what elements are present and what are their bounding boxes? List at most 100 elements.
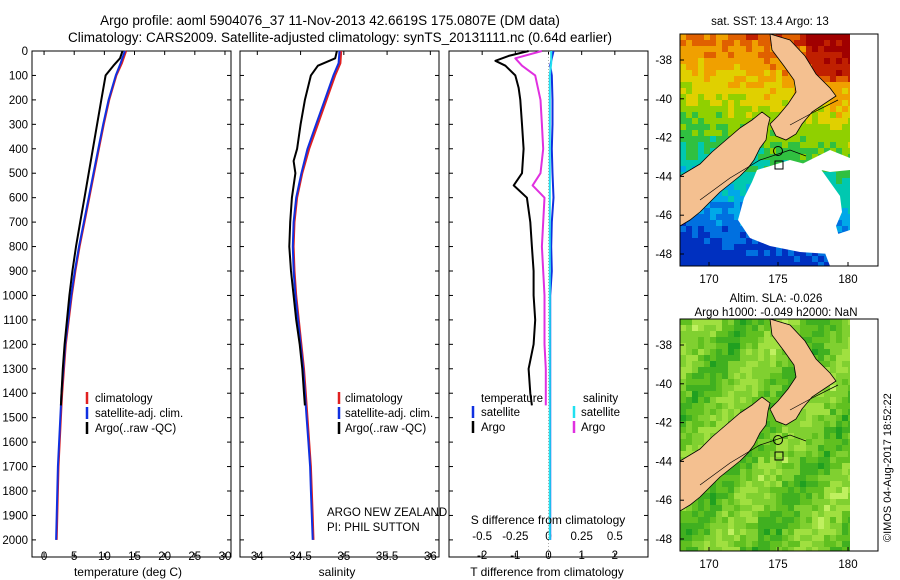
sst-cell	[764, 112, 770, 118]
sst-cell	[824, 118, 830, 124]
sla-cell	[692, 547, 698, 551]
sst-cell	[770, 244, 776, 250]
sla-cell	[752, 535, 758, 541]
sst-cell	[848, 64, 850, 70]
sla-cell	[776, 535, 782, 541]
sst-cell	[728, 40, 734, 46]
sla-cell	[842, 523, 848, 529]
sst-cell	[680, 160, 686, 166]
sst-cell	[698, 100, 704, 106]
sla-cell	[794, 547, 800, 551]
sla-cell	[782, 367, 788, 373]
sla-cell	[788, 451, 794, 457]
sla-cell	[704, 337, 710, 343]
sla-cell	[812, 493, 818, 499]
sst-cell	[692, 70, 698, 76]
sla-cell	[806, 541, 812, 547]
sst-cell	[806, 148, 812, 154]
depth-tick-label: 1100	[3, 315, 28, 327]
sla-cell	[770, 517, 776, 523]
sla-cell	[764, 475, 770, 481]
sla-cell	[692, 385, 698, 391]
sla-cell	[836, 373, 842, 379]
sla-cell	[800, 319, 806, 325]
sla-cell	[764, 325, 770, 331]
sla-cell	[770, 535, 776, 541]
sla-cell	[716, 517, 722, 523]
sla-cell	[764, 517, 770, 523]
sla-cell	[806, 511, 812, 517]
temperature-xtick-label: 10	[98, 551, 111, 563]
sst-cell	[740, 58, 746, 64]
sla-cell	[782, 505, 788, 511]
sst-cell	[764, 34, 770, 40]
sla-cell	[824, 331, 830, 337]
difference-xtick-label: 2	[612, 550, 618, 562]
sla-cell	[806, 415, 812, 421]
sla-cell	[836, 409, 842, 415]
sst-cell	[722, 220, 728, 226]
sla-cell	[698, 355, 704, 361]
sla-cell	[812, 331, 818, 337]
sla-cell	[758, 349, 764, 355]
sla-cell	[776, 391, 782, 397]
sla-cell	[734, 475, 740, 481]
sla-cell	[740, 469, 746, 475]
sla-cell	[722, 493, 728, 499]
sst-cell	[734, 112, 740, 118]
sla-cell	[764, 463, 770, 469]
sla-cell	[728, 517, 734, 523]
sla-cell	[800, 499, 806, 505]
sst-cell	[818, 34, 824, 40]
legend-argo: Argo(..raw -QC)	[345, 423, 426, 435]
sst-lat-label: -46	[655, 210, 672, 222]
sst-cell	[710, 238, 716, 244]
sst-cell	[698, 40, 704, 46]
sst-cell	[848, 124, 850, 130]
sst-cell	[686, 94, 692, 100]
sst-cell	[740, 226, 746, 232]
sla-cell	[830, 511, 836, 517]
sla-cell	[848, 415, 850, 421]
sla-cell	[740, 373, 746, 379]
sla-cell	[830, 487, 836, 493]
sla-cell	[830, 355, 836, 361]
sst-cell	[710, 76, 716, 82]
sla-cell	[740, 367, 746, 373]
sst-cell	[776, 58, 782, 64]
sst-cell	[740, 232, 746, 238]
sla-cell	[776, 445, 782, 451]
sla-cell	[806, 493, 812, 499]
sla-cell	[698, 385, 704, 391]
sst-cell	[806, 142, 812, 148]
sst-cell	[830, 40, 836, 46]
salinity-series-argo-raw-qc-	[288, 50, 338, 406]
sla-cell	[758, 445, 764, 451]
sst-cell	[782, 142, 788, 148]
sst-cell	[770, 136, 776, 142]
sst-cell	[752, 244, 758, 250]
sla-cell	[740, 457, 746, 463]
sst-cell	[770, 88, 776, 94]
sla-cell	[764, 427, 770, 433]
sst-cell	[770, 142, 776, 148]
sst-cell	[680, 46, 686, 52]
sla-cell	[722, 421, 728, 427]
sst-cell	[746, 250, 752, 256]
sst-cell	[716, 130, 722, 136]
sst-cell	[764, 82, 770, 88]
sla-cell	[758, 523, 764, 529]
sst-cell	[692, 136, 698, 142]
sst-cell	[812, 142, 818, 148]
sla-cell	[710, 325, 716, 331]
sst-cell	[764, 64, 770, 70]
sla-cell	[704, 319, 710, 325]
sst-cell	[776, 142, 782, 148]
sla-cell	[722, 367, 728, 373]
sst-cell	[716, 256, 722, 262]
depth-tick-label: 100	[9, 70, 28, 82]
sst-cell	[722, 70, 728, 76]
sst-cell	[752, 46, 758, 52]
sla-cell	[752, 379, 758, 385]
